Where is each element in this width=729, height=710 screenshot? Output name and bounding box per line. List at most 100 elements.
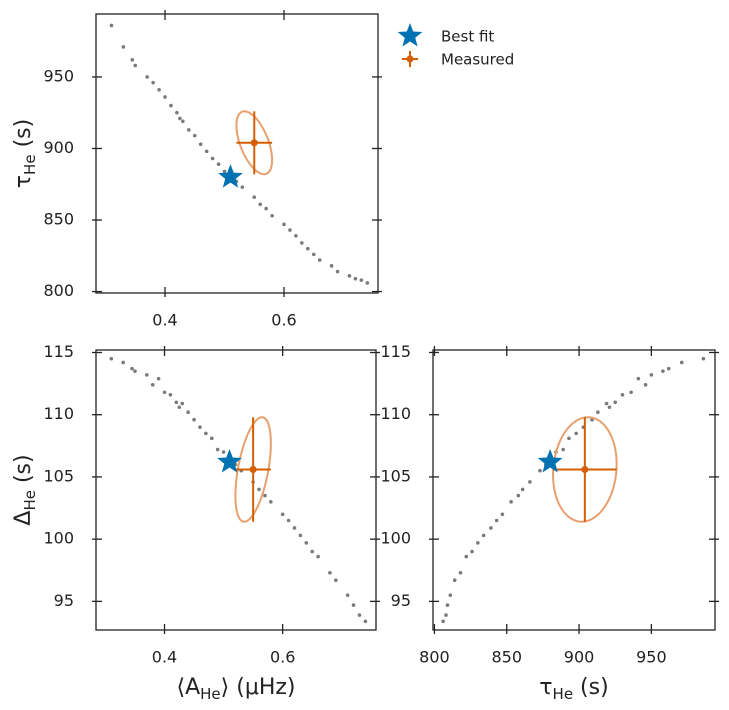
sample-point bbox=[187, 128, 191, 132]
sample-point bbox=[494, 518, 499, 523]
sample-point bbox=[636, 376, 641, 381]
sample-point bbox=[500, 512, 505, 517]
best-fit-star bbox=[218, 164, 243, 188]
sample-point bbox=[528, 480, 532, 484]
sample-point bbox=[162, 390, 167, 395]
plot-frame bbox=[432, 349, 716, 631]
sample-point bbox=[169, 103, 173, 108]
sample-point bbox=[311, 252, 316, 257]
sample-point bbox=[178, 116, 182, 121]
best-fit-star bbox=[217, 449, 242, 473]
sample-point bbox=[174, 400, 179, 405]
label-main: Δ bbox=[11, 511, 36, 526]
sample-point bbox=[476, 541, 480, 545]
label-main: τ bbox=[539, 675, 552, 700]
label-sub: He bbox=[21, 490, 39, 511]
sample-point bbox=[351, 603, 356, 607]
measured-point bbox=[250, 139, 258, 147]
error-ellipse bbox=[234, 416, 272, 523]
sample-point bbox=[365, 281, 370, 285]
sample-point bbox=[516, 493, 521, 498]
sample-point bbox=[359, 278, 364, 282]
measured-point bbox=[581, 465, 589, 473]
axis-label: τHe (s) bbox=[539, 675, 608, 703]
y-tick-label: 105 bbox=[380, 466, 411, 485]
x-tick-label: 950 bbox=[636, 648, 667, 667]
sample-point bbox=[643, 383, 648, 387]
y-tick-label: 110 bbox=[380, 404, 411, 423]
sample-point bbox=[215, 447, 220, 452]
sample-point bbox=[198, 425, 202, 429]
sample-point bbox=[305, 246, 310, 251]
sample-point bbox=[458, 570, 463, 575]
x-tick-label: 0.6 bbox=[270, 648, 295, 667]
plot-frame bbox=[95, 349, 377, 631]
sample-point bbox=[121, 360, 125, 365]
sample-point bbox=[613, 400, 618, 405]
sample-point bbox=[258, 202, 263, 207]
sample-point bbox=[567, 436, 571, 441]
plot-frame bbox=[95, 13, 379, 294]
sample-point bbox=[310, 549, 315, 554]
x-tick-label: 0.6 bbox=[271, 311, 296, 330]
sample-point bbox=[604, 401, 609, 406]
y-tick-label: 100 bbox=[380, 529, 411, 548]
label-sub: He bbox=[200, 685, 221, 703]
sample-point bbox=[574, 431, 578, 436]
sample-point bbox=[240, 185, 245, 189]
y-tick-label: 95 bbox=[391, 591, 411, 610]
sample-point bbox=[130, 57, 135, 62]
sample-point bbox=[441, 619, 445, 624]
sample-point bbox=[520, 487, 525, 492]
y-tick-label: 850 bbox=[43, 210, 74, 229]
sample-point bbox=[292, 526, 297, 530]
sample-point bbox=[263, 493, 267, 498]
sample-point bbox=[448, 593, 453, 597]
sample-point bbox=[596, 410, 600, 415]
sample-point bbox=[620, 393, 625, 397]
label-rest: ⟩ (μHz) bbox=[221, 675, 296, 700]
sample-point bbox=[470, 549, 474, 554]
sample-point bbox=[561, 447, 565, 452]
y-tick-label: 95 bbox=[54, 591, 74, 610]
sample-point bbox=[192, 133, 197, 138]
y-tick-label: 110 bbox=[43, 404, 74, 423]
sample-point bbox=[133, 63, 138, 68]
sample-point bbox=[204, 431, 208, 436]
x-tick-label: 0.4 bbox=[152, 311, 177, 330]
axis-label: ⟨AHe⟩ (μHz) bbox=[177, 675, 296, 703]
sample-point bbox=[286, 518, 291, 523]
legend-label: Best fit bbox=[441, 28, 494, 46]
y-tick-label: 115 bbox=[380, 342, 411, 361]
axis-label: ΔHe (s) bbox=[11, 454, 39, 525]
axis-label: τHe (s) bbox=[11, 119, 39, 188]
sample-point bbox=[444, 613, 448, 617]
sample-point bbox=[679, 360, 684, 365]
sample-point bbox=[335, 269, 340, 274]
sample-point bbox=[163, 95, 167, 99]
sample-point bbox=[130, 366, 134, 371]
sample-point bbox=[175, 110, 179, 115]
sample-point bbox=[186, 410, 190, 415]
sample-point bbox=[629, 390, 633, 395]
sample-point bbox=[280, 512, 285, 517]
sample-point bbox=[264, 206, 268, 211]
sample-point bbox=[649, 373, 654, 377]
sample-point bbox=[607, 405, 612, 410]
sample-point bbox=[489, 526, 493, 530]
sample-point bbox=[198, 142, 203, 146]
sample-point bbox=[109, 356, 114, 361]
label-rest: (s) bbox=[11, 119, 36, 155]
label-sub: He bbox=[21, 154, 39, 175]
sample-point bbox=[509, 500, 513, 504]
y-tick-label: 950 bbox=[43, 66, 74, 85]
x-tick-label: 0.4 bbox=[152, 648, 177, 667]
sample-point bbox=[316, 554, 320, 559]
error-ellipse bbox=[552, 416, 618, 523]
sample-point bbox=[452, 578, 457, 583]
sample-point bbox=[216, 162, 221, 167]
sample-point bbox=[317, 258, 322, 262]
best-fit-star bbox=[537, 449, 563, 473]
sample-point bbox=[661, 369, 665, 373]
